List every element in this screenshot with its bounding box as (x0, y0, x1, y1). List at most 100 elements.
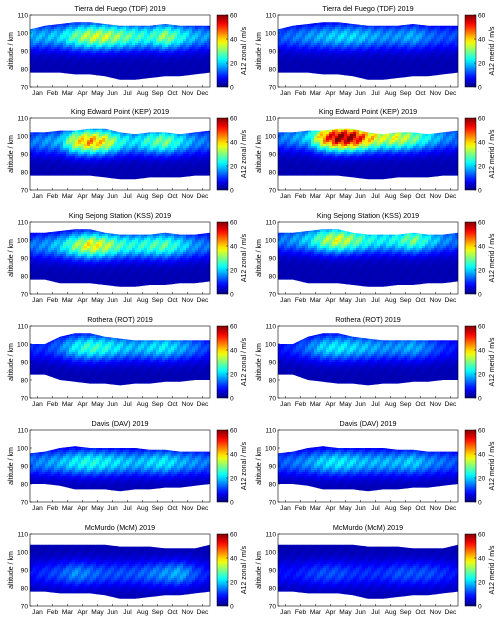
heatmap-cell (344, 53, 348, 56)
heatmap-cell (63, 39, 67, 42)
heatmap-cell (284, 47, 288, 50)
heatmap-cell (332, 27, 336, 30)
heatmap-cell (102, 43, 106, 46)
heatmap-cell (195, 33, 199, 36)
heatmap-cell (123, 65, 127, 68)
heatmap-cell (66, 154, 70, 157)
heatmap-cell (341, 41, 345, 44)
heatmap-cell (135, 35, 139, 38)
heatmap-cell (90, 73, 94, 76)
heatmap-cell (329, 65, 333, 68)
heatmap-cell (141, 51, 145, 54)
heatmap-cell (293, 39, 297, 42)
heatmap-cell (171, 65, 175, 68)
heatmap-cell (386, 29, 390, 32)
heatmap-cell (377, 33, 381, 36)
heatmap-cell (90, 63, 94, 66)
heatmap-cell (398, 61, 402, 64)
heatmap-cell (323, 65, 327, 68)
heatmap-cell (302, 51, 306, 54)
heatmap-cell (383, 47, 387, 50)
heatmap-cell (365, 39, 369, 42)
heatmap-cell (168, 39, 172, 42)
heatmap-cell (54, 45, 58, 48)
heatmap-cell (434, 59, 438, 62)
heatmap-cell (42, 134, 46, 137)
heatmap-cell (177, 65, 181, 68)
heatmap-cell (93, 45, 97, 48)
heatmap-cell (338, 51, 342, 54)
heatmap-cell (198, 71, 202, 74)
heatmap-cell (48, 41, 52, 44)
heatmap-cell (281, 41, 285, 44)
heatmap-cell (156, 67, 160, 70)
heatmap-cell (332, 25, 336, 28)
heatmap-cell (135, 33, 139, 36)
heatmap-cell (389, 35, 393, 38)
heatmap-cell (123, 59, 127, 62)
heatmap-cell (150, 25, 154, 28)
heatmap-cell (180, 39, 184, 42)
heatmap-cell (278, 67, 282, 70)
heatmap-cell (177, 59, 181, 62)
heatmap-cell (93, 27, 97, 30)
heatmap-cell (111, 33, 115, 36)
heatmap-cell (201, 65, 205, 68)
heatmap-cell (75, 59, 79, 62)
heatmap-cell (66, 59, 70, 62)
heatmap-cell (380, 25, 384, 28)
heatmap-cell (440, 53, 444, 56)
heatmap-cell (443, 37, 447, 40)
heatmap-cell (419, 27, 423, 30)
heatmap-cell (296, 67, 300, 70)
heatmap-cell (150, 63, 154, 66)
heatmap-cell (329, 47, 333, 50)
heatmap-cell (171, 29, 175, 32)
heatmap-cell (365, 77, 369, 80)
heatmap-cell (437, 35, 441, 38)
heatmap-cell (165, 37, 169, 40)
heatmap-cell (186, 63, 190, 66)
heatmap-cell (296, 27, 300, 30)
heatmap-cell (90, 25, 94, 28)
heatmap-cell (30, 71, 34, 74)
heatmap-cell (428, 35, 432, 38)
heatmap-cell (48, 152, 52, 155)
heatmap-cell (353, 33, 357, 36)
heatmap-cell (350, 47, 354, 50)
heatmap-cell (150, 37, 154, 40)
heatmap-cell (66, 160, 70, 163)
heatmap-cell (57, 57, 61, 60)
heatmap-cell (60, 148, 64, 151)
heatmap-cell (45, 138, 49, 141)
heatmap-cell (99, 63, 103, 66)
heatmap-cell (431, 67, 435, 70)
heatmap-cell (42, 47, 46, 50)
heatmap-cell (72, 41, 76, 44)
heatmap-cell (368, 65, 372, 68)
heatmap-cell (305, 35, 309, 38)
heatmap-cell (141, 47, 145, 50)
heatmap-cell (284, 43, 288, 46)
heatmap-cell (207, 61, 210, 64)
heatmap-cell (419, 37, 423, 40)
heatmap-cell (365, 79, 369, 80)
heatmap-cell (204, 53, 208, 56)
heatmap-cell (380, 63, 384, 66)
heatmap-cell (63, 47, 67, 50)
heatmap-cell (123, 67, 127, 70)
heatmap-cell (141, 45, 145, 48)
heatmap-cell (407, 57, 411, 60)
heatmap-cell (84, 65, 88, 68)
heatmap-cell (425, 27, 429, 30)
heatmap-cell (353, 49, 357, 52)
heatmap-cell (63, 150, 67, 153)
heatmap-cell (452, 57, 456, 60)
heatmap-cell (30, 174, 34, 177)
heatmap-cell (341, 57, 345, 60)
y-tick-label: 100 (17, 30, 28, 37)
heatmap-cell (108, 75, 112, 78)
heatmap-cell (33, 146, 37, 149)
heatmap-cell (422, 45, 426, 48)
heatmap-cell (425, 61, 429, 64)
